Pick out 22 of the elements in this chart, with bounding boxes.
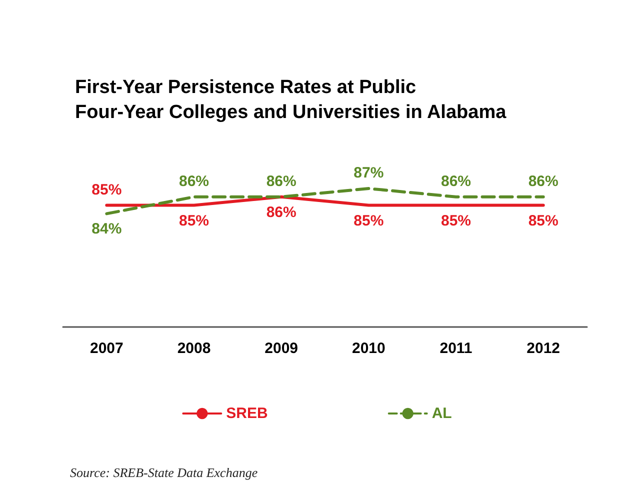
legend-label: SREB bbox=[226, 405, 268, 422]
data-label: 85% bbox=[178, 212, 210, 230]
data-label: 87% bbox=[354, 164, 384, 182]
x-tick-label: 2011 bbox=[440, 340, 472, 357]
data-label: 85% bbox=[528, 212, 558, 230]
data-label: 84% bbox=[92, 220, 122, 238]
data-label: 86% bbox=[440, 172, 472, 190]
x-tick-label: 2010 bbox=[352, 340, 386, 357]
data-label: 85% bbox=[92, 181, 122, 198]
x-tick-label: 2009 bbox=[264, 340, 298, 357]
data-label: 86% bbox=[178, 172, 210, 190]
data-label: 85% bbox=[354, 212, 384, 230]
legend-label: AL bbox=[432, 405, 452, 422]
data-label: 85% bbox=[440, 212, 472, 230]
x-tick-label: 2008 bbox=[177, 340, 211, 357]
source-note: Source: SREB-State Data Exchange bbox=[70, 465, 258, 480]
data-label: 86% bbox=[528, 172, 558, 190]
data-label: 86% bbox=[266, 204, 296, 221]
x-tick-label: 2007 bbox=[90, 340, 124, 357]
chart-title: First-Year Persistence Rates at Public Four-Year Colleges and Universities in Alabama bbox=[75, 77, 507, 123]
x-tick-label: 2012 bbox=[526, 340, 560, 357]
data-label: 86% bbox=[266, 172, 296, 190]
